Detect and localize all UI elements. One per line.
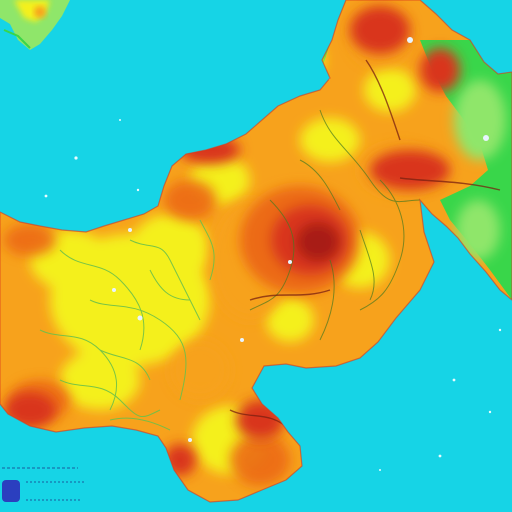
legend-rule	[2, 467, 84, 501]
sea-specks	[44, 119, 502, 471]
map-legend	[0, 462, 90, 508]
northwest-island	[0, 0, 70, 50]
legend-swatch	[2, 480, 20, 502]
